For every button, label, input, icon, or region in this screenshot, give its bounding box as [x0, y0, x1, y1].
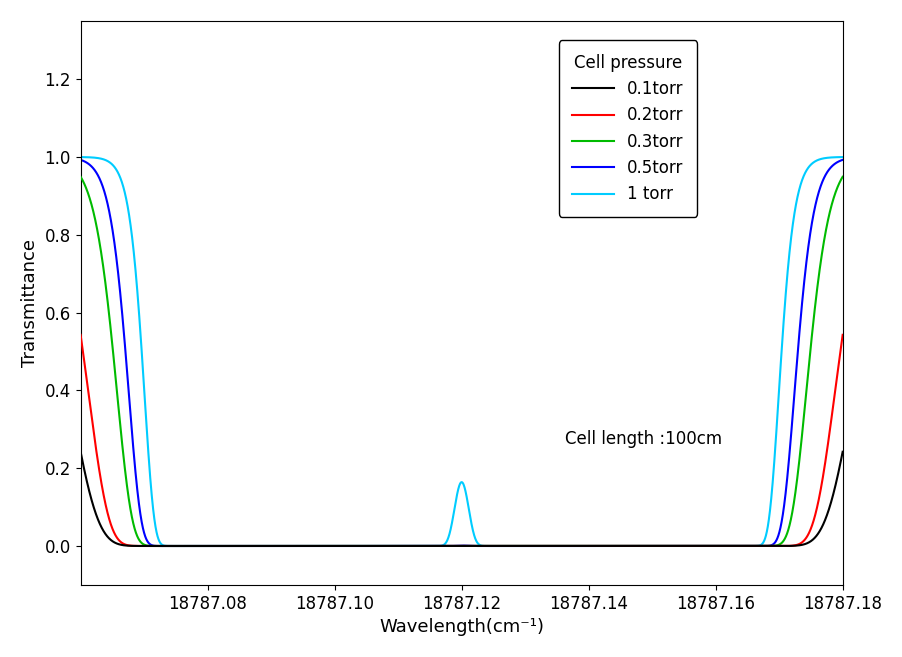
1 torr: [351, 542, 362, 550]
1 torr: [114, 171, 124, 179]
0.1torr: [351, 542, 362, 550]
0.5torr: [559, 542, 570, 550]
Y-axis label: Transmittance: Transmittance: [21, 239, 39, 367]
0.2torr: [351, 542, 362, 550]
1 torr: [526, 542, 537, 550]
1 torr: [222, 542, 233, 550]
0.2torr: [114, 536, 124, 544]
0.3torr: [640, 542, 650, 550]
Legend: 0.1torr, 0.2torr, 0.3torr, 0.5torr, 1 torr: 0.1torr, 0.2torr, 0.3torr, 0.5torr, 1 to…: [558, 41, 696, 217]
0.5torr: [351, 542, 362, 550]
0.1torr: [114, 540, 124, 548]
0.2torr: [297, 542, 308, 550]
Line: 1 torr: 1 torr: [80, 157, 842, 546]
Text: Cell length :100cm: Cell length :100cm: [564, 430, 721, 448]
1 torr: [836, 153, 847, 161]
0.5torr: [836, 156, 847, 164]
0.2torr: [559, 542, 570, 550]
Line: 0.3torr: 0.3torr: [80, 177, 842, 546]
0.5torr: [75, 156, 86, 164]
0.3torr: [75, 173, 86, 181]
0.1torr: [75, 448, 86, 456]
0.5torr: [640, 542, 650, 550]
0.2torr: [680, 542, 691, 550]
0.5torr: [526, 542, 537, 550]
1 torr: [680, 542, 691, 550]
Line: 0.5torr: 0.5torr: [80, 160, 842, 546]
0.1torr: [836, 448, 847, 456]
0.5torr: [114, 276, 124, 284]
0.3torr: [351, 542, 362, 550]
0.1torr: [640, 542, 650, 550]
0.2torr: [836, 331, 847, 339]
0.3torr: [559, 542, 570, 550]
0.3torr: [114, 408, 124, 416]
0.3torr: [526, 542, 537, 550]
Line: 0.2torr: 0.2torr: [80, 335, 842, 546]
X-axis label: Wavelength(cm⁻¹): Wavelength(cm⁻¹): [379, 618, 544, 636]
1 torr: [75, 153, 86, 161]
1 torr: [640, 542, 650, 550]
0.3torr: [680, 542, 691, 550]
0.3torr: [836, 173, 847, 181]
0.1torr: [614, 542, 625, 550]
1 torr: [559, 542, 570, 550]
0.3torr: [293, 542, 304, 550]
0.1torr: [680, 542, 691, 550]
0.1torr: [526, 542, 537, 550]
0.2torr: [75, 331, 86, 339]
Line: 0.1torr: 0.1torr: [80, 452, 842, 546]
0.2torr: [640, 542, 650, 550]
0.5torr: [680, 542, 691, 550]
0.2torr: [526, 542, 537, 550]
0.1torr: [558, 542, 569, 550]
0.5torr: [235, 542, 245, 550]
